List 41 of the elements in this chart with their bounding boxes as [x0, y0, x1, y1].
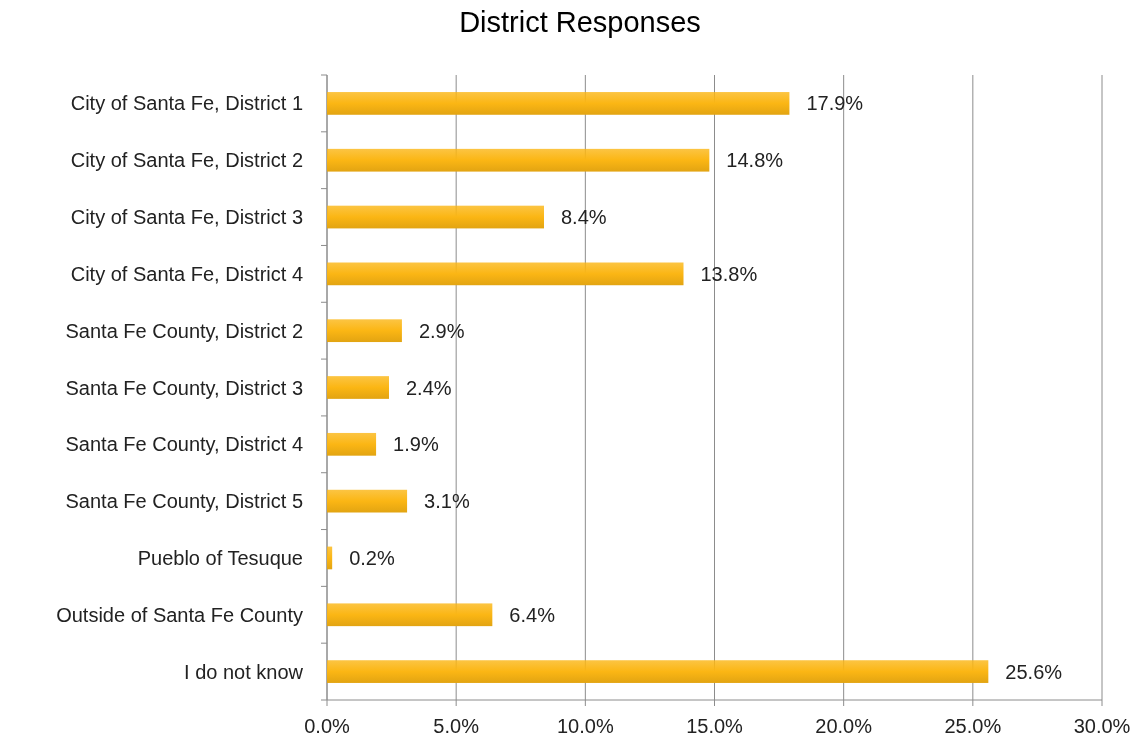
- y-tick-label: Pueblo of Tesuque: [137, 546, 303, 569]
- bar: [327, 92, 790, 115]
- y-tick-label: I do not know: [184, 660, 304, 683]
- bar: [327, 660, 989, 683]
- y-tick-label: City of Santa Fe, District 3: [70, 206, 303, 229]
- x-tick-label: 5.0%: [433, 715, 480, 737]
- data-label: 13.8%: [700, 262, 758, 285]
- data-label: 2.9%: [418, 319, 465, 342]
- bar: [327, 432, 377, 456]
- bar: [327, 148, 710, 172]
- y-tick-label: City of Santa Fe, District 2: [70, 149, 303, 172]
- data-label: 17.9%: [806, 92, 864, 115]
- y-tick-label: City of Santa Fe, District 1: [70, 92, 303, 115]
- data-label: 2.4%: [406, 376, 452, 399]
- data-label: 3.1%: [424, 490, 470, 513]
- x-tick-label: 10.0%: [556, 715, 614, 737]
- y-tick-label: City of Santa Fe, District 4: [70, 262, 303, 285]
- data-label: 1.9%: [393, 433, 439, 456]
- bar: [327, 205, 544, 229]
- y-tick-label: Santa Fe County, District 2: [65, 319, 303, 342]
- x-tick-label: 25.0%: [944, 715, 1002, 737]
- bar: [327, 603, 493, 627]
- x-tick-label: 20.0%: [815, 715, 873, 737]
- x-tick-label: 0.0%: [304, 715, 351, 737]
- y-tick-label: Santa Fe County, District 4: [65, 433, 303, 456]
- data-label: 0.2%: [349, 546, 395, 569]
- y-tick-label: Santa Fe County, District 5: [65, 490, 303, 513]
- bar: [327, 262, 684, 286]
- data-label: 25.6%: [1005, 660, 1063, 683]
- bar: [327, 376, 389, 399]
- data-label: 14.8%: [726, 149, 784, 172]
- y-tick-label: Santa Fe County, District 3: [65, 376, 303, 399]
- bar: [327, 319, 402, 343]
- data-label: 6.4%: [509, 603, 556, 626]
- bar: [327, 489, 408, 513]
- chart-title: District Responses: [459, 6, 701, 38]
- x-tick-label: 15.0%: [686, 715, 744, 737]
- y-tick-label: Outside of Santa Fe County: [56, 603, 303, 626]
- x-tick-label: 30.0%: [1073, 715, 1131, 737]
- bar: [327, 546, 333, 570]
- data-label: 8.4%: [561, 206, 607, 229]
